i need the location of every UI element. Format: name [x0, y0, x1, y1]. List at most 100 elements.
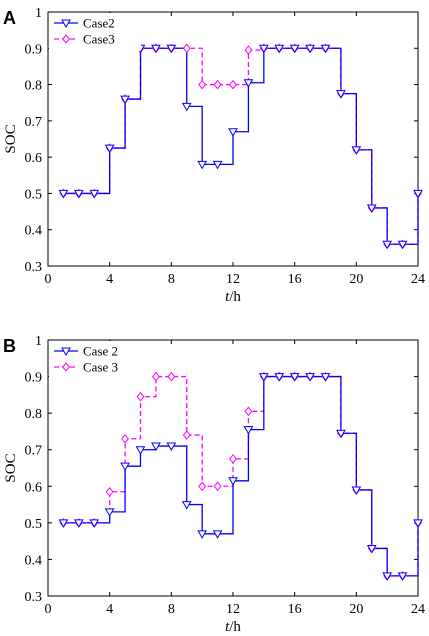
x-tick-label: 4 — [106, 272, 113, 287]
x-tick-label: 20 — [349, 602, 363, 617]
y-tick-label: 0.5 — [25, 517, 43, 532]
y-tick-label: 0.7 — [25, 115, 43, 130]
data-point-case2 — [73, 519, 84, 528]
data-point-case3 — [136, 391, 145, 402]
data-point-case2 — [228, 128, 238, 137]
data-point-case2 — [135, 446, 146, 455]
data-point-case2 — [289, 44, 300, 54]
y-tick-label: 0.3 — [25, 260, 43, 275]
y-tick-label: 0.5 — [25, 187, 43, 202]
series-line-case3 — [63, 375, 419, 577]
data-point-case2 — [413, 189, 423, 199]
data-point-case2 — [258, 373, 269, 382]
legend-label-case2: Case 2 — [83, 344, 118, 359]
data-point-case2 — [305, 373, 315, 382]
series-line-case3 — [63, 47, 419, 245]
data-point-case2 — [228, 477, 238, 486]
data-point-case2 — [351, 146, 362, 155]
data-point-case3 — [167, 371, 176, 382]
legend-marker-case2 — [61, 19, 71, 29]
data-point-case2 — [166, 44, 177, 54]
data-point-case3 — [105, 486, 114, 497]
y-tick-label: 1 — [35, 6, 42, 21]
data-point-case2 — [89, 519, 100, 528]
data-point-case2 — [73, 189, 84, 199]
data-point-case3 — [229, 79, 237, 90]
y-tick-label: 0.7 — [25, 444, 43, 459]
data-point-case2 — [89, 189, 100, 199]
y-axis-label: SOC — [3, 124, 19, 153]
y-tick-label: 0.4 — [25, 553, 43, 568]
chart-panel-b: B 0 4 8 12 16 20 24 0.3 0.4 0.5 0.6 0.7 0.8 0.9 1 t/h SOC… — [3, 334, 425, 635]
data-point-case2 — [104, 144, 115, 154]
data-point-case2 — [336, 90, 346, 99]
data-point-case3 — [244, 406, 253, 417]
panel-label: B — [3, 336, 16, 356]
data-point-case2 — [289, 373, 300, 382]
y-axis-label: SOC — [3, 453, 19, 482]
x-tick-label: 24 — [411, 272, 425, 287]
legend-label-case3: Case3 — [83, 32, 115, 47]
chart-panel-a: A 0 4 8 12 16 20 24 0.3 0.4 0.5 0.6 0.7 0.8 0.9 1 t/h SOC… — [3, 6, 425, 305]
y-tick-label: 0.8 — [25, 407, 43, 422]
y-tick-label: 0.3 — [25, 590, 43, 605]
data-point-case3 — [182, 430, 191, 440]
data-point-case2 — [320, 373, 331, 382]
legend-box — [49, 13, 141, 51]
data-point-case3 — [229, 454, 237, 464]
x-tick-label: 4 — [106, 602, 113, 617]
y-tick-label: 0.8 — [25, 79, 43, 94]
data-point-case2 — [58, 189, 69, 199]
y-tick-label: 0.9 — [25, 371, 43, 386]
data-point-case2 — [366, 204, 377, 213]
data-point-case2 — [243, 79, 254, 88]
data-point-case2 — [258, 44, 269, 54]
data-point-case2 — [212, 530, 223, 539]
x-tick-label: 0 — [45, 602, 52, 617]
x-tick-label: 8 — [168, 602, 175, 617]
legend-marker-case2 — [61, 347, 71, 357]
y-tick-label: 1 — [35, 334, 42, 349]
data-point-case3 — [213, 481, 222, 492]
legend-marker-case3 — [62, 362, 70, 372]
data-point-case2 — [382, 240, 393, 250]
legend-label-case3: Case 3 — [83, 360, 118, 375]
x-tick-label: 24 — [411, 602, 425, 617]
data-point-case2 — [382, 572, 393, 581]
data-point-case2 — [120, 95, 130, 105]
y-tick-label: 0.6 — [25, 151, 43, 166]
data-point-case2 — [274, 44, 285, 54]
series-line-case2 — [63, 375, 419, 577]
y-tick-label: 0.4 — [25, 224, 43, 239]
data-point-case2 — [397, 240, 408, 250]
data-point-case2 — [274, 373, 285, 382]
panel-label: A — [3, 8, 16, 28]
x-tick-label: 16 — [288, 272, 302, 287]
data-point-case2 — [397, 572, 408, 581]
data-point-case2 — [212, 160, 223, 170]
data-point-case2 — [120, 462, 130, 472]
data-point-case3 — [213, 79, 222, 90]
legend-marker-case3 — [62, 34, 70, 44]
legend-label-case2: Case2 — [83, 16, 115, 31]
data-point-case2 — [336, 429, 346, 439]
data-point-case3 — [182, 43, 191, 54]
x-tick-label: 8 — [168, 272, 175, 287]
data-point-case2 — [166, 442, 177, 452]
data-point-case2 — [366, 544, 377, 554]
data-point-case2 — [151, 44, 161, 54]
data-point-case3 — [121, 433, 130, 444]
data-point-case2 — [243, 426, 254, 435]
data-point-case3 — [244, 45, 253, 55]
y-tick-label: 0.6 — [25, 480, 43, 495]
data-point-case2 — [320, 44, 331, 54]
data-point-case3 — [198, 481, 207, 492]
x-tick-label: 12 — [226, 272, 240, 287]
series-line-case2 — [63, 47, 419, 245]
data-point-case3 — [198, 79, 207, 90]
data-point-case2 — [58, 519, 69, 528]
data-point-case3 — [151, 371, 160, 382]
